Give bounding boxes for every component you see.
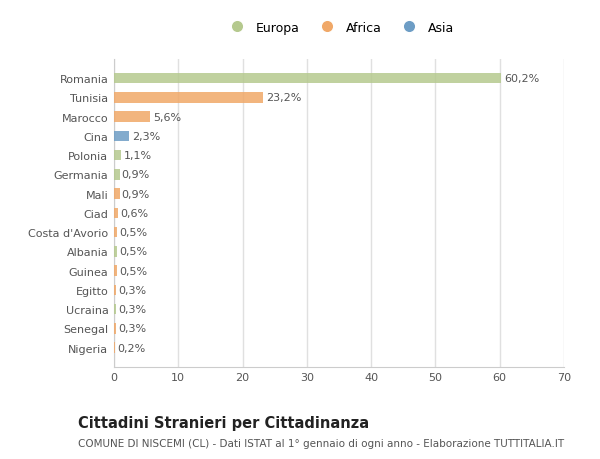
Text: 0,9%: 0,9%: [122, 189, 150, 199]
Text: COMUNE DI NISCEMI (CL) - Dati ISTAT al 1° gennaio di ogni anno - Elaborazione TU: COMUNE DI NISCEMI (CL) - Dati ISTAT al 1…: [78, 438, 564, 448]
Bar: [114, 285, 116, 296]
Text: 0,3%: 0,3%: [118, 285, 146, 295]
Text: 0,3%: 0,3%: [118, 324, 146, 334]
Text: 5,6%: 5,6%: [153, 112, 181, 123]
Bar: [114, 304, 116, 315]
Bar: [114, 170, 120, 180]
Bar: [114, 324, 116, 334]
Bar: [114, 208, 118, 219]
Text: 2,3%: 2,3%: [132, 132, 160, 141]
Text: 23,2%: 23,2%: [266, 93, 302, 103]
Text: 0,6%: 0,6%: [120, 208, 148, 218]
Text: 60,2%: 60,2%: [504, 74, 539, 84]
Bar: [114, 112, 150, 123]
Text: 0,3%: 0,3%: [118, 304, 146, 314]
Bar: [114, 189, 120, 200]
Bar: [114, 227, 117, 238]
Text: 0,5%: 0,5%: [119, 247, 147, 257]
Bar: [114, 343, 115, 353]
Bar: [114, 266, 117, 276]
Legend: Europa, Africa, Asia: Europa, Africa, Asia: [219, 17, 459, 39]
Bar: [114, 246, 117, 257]
Text: 0,5%: 0,5%: [119, 266, 147, 276]
Text: 1,1%: 1,1%: [124, 151, 152, 161]
Bar: [114, 93, 263, 103]
Bar: [114, 73, 501, 84]
Text: 0,2%: 0,2%: [117, 343, 145, 353]
Text: 0,5%: 0,5%: [119, 228, 147, 238]
Text: 0,9%: 0,9%: [122, 170, 150, 180]
Bar: [114, 151, 121, 161]
Bar: [114, 131, 129, 142]
Text: Cittadini Stranieri per Cittadinanza: Cittadini Stranieri per Cittadinanza: [78, 415, 369, 431]
